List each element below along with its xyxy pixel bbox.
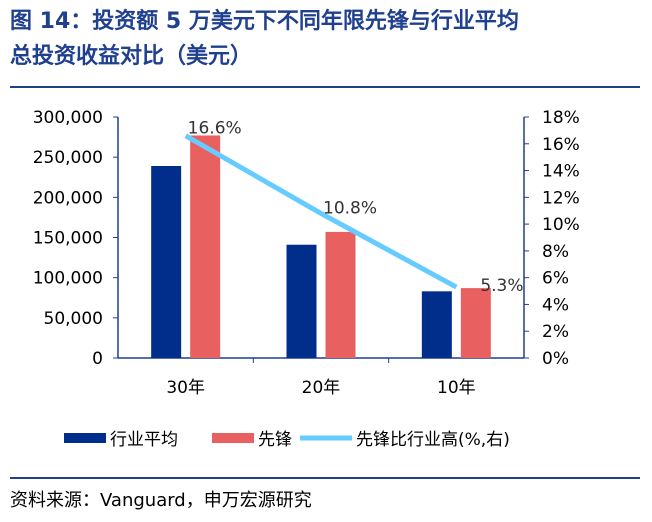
x-tick-label: 20年 [302,378,341,398]
combo-chart: 0 50,000 100,000 150,000 200,000 250,000 300,0… [33,108,580,450]
legend-industry-swatch [64,433,106,443]
title-divider [10,86,640,88]
y-left-tick-label: 50,000 [44,309,103,329]
x-tick-label: 30年 [166,378,205,398]
ratio-line [184,133,458,290]
y-right-tick-label: 8% [542,242,569,262]
title-line-1: 图 14：投资额 5 万美元下不同年限先锋与行业平均 [10,9,519,34]
ratio-data-label: 16.6% [188,119,242,139]
legend-ratio-label: 先锋比行业高(%,右) [356,430,510,450]
y-left-tick-label: 100,000 [33,269,103,289]
x-tick-label: 10年 [437,378,476,398]
y-right-tick-label: 14% [542,162,580,182]
bar-vanguard-30年 [190,135,221,358]
y-right-tick-label: 12% [542,188,580,208]
legend-industry-label: 行业平均 [110,430,178,450]
bar-industry-30年 [151,166,182,358]
ratio-data-label: 10.8% [323,198,377,218]
y-left-tick-label: 250,000 [33,148,103,168]
legend-vanguard-label: 先锋 [258,430,292,450]
bar-industry-10年 [421,291,452,358]
y-right-tick-label: 18% [542,108,580,128]
chart-title: 图 14：投资额 5 万美元下不同年限先锋与行业平均 总投资收益对比（美元） [10,4,640,74]
y-right-tick-label: 4% [542,295,569,315]
y-right-tick-label: 6% [542,269,569,289]
title-line-2: 总投资收益对比（美元） [10,44,253,69]
bar-vanguard-20年 [325,231,356,358]
y-right-tick-label: 0% [542,349,569,369]
y-right-tick-label: 2% [542,322,569,342]
y-right-tick-label: 16% [542,135,580,155]
ratio-data-label: 5.3% [480,276,523,296]
y-left-tick-label: 200,000 [33,188,103,208]
y-left-tick-label: 300,000 [33,108,103,128]
y-left-tick-label: 0 [92,349,103,369]
source-note: 资料来源：Vanguard，申万宏源研究 [10,490,312,511]
source-divider [10,477,640,479]
y-left-tick-label: 150,000 [33,229,103,249]
y-right-tick-label: 10% [542,215,580,235]
bar-industry-20年 [286,244,317,358]
legend-vanguard-swatch [212,433,254,443]
bar-vanguard-10年 [460,288,491,358]
